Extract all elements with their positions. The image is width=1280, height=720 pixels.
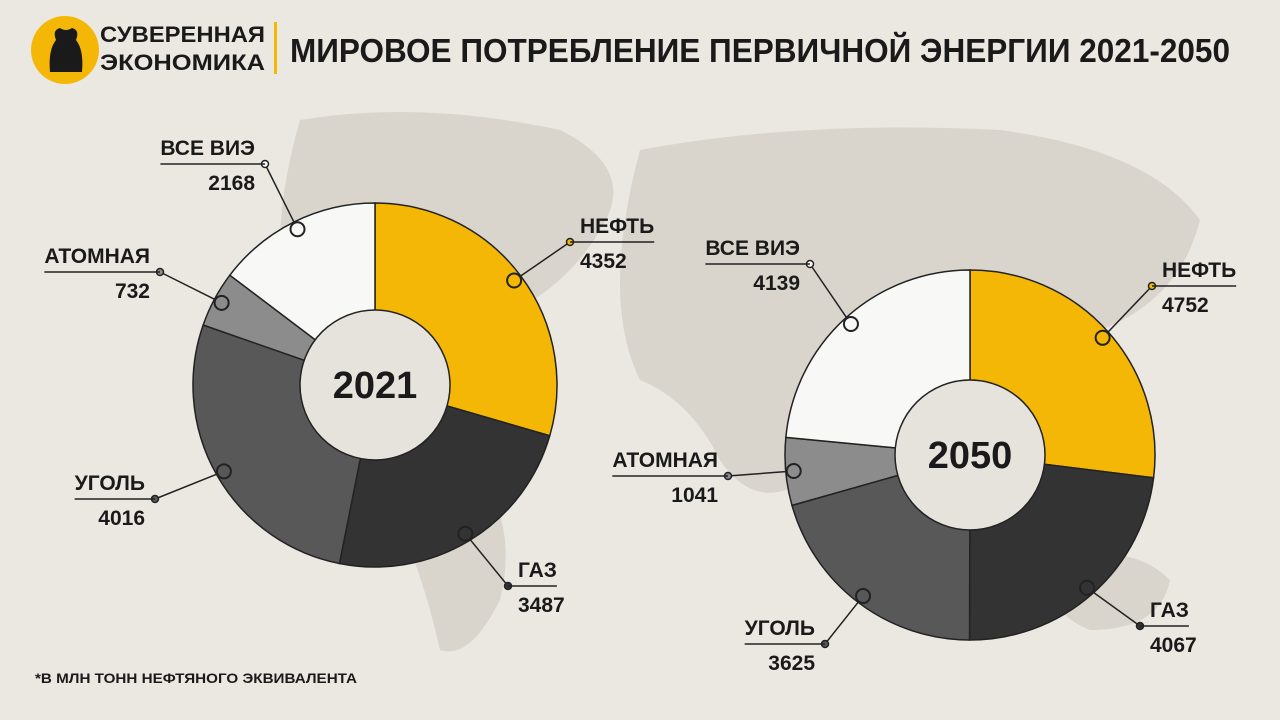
segment-value: 4067 (1150, 634, 1197, 657)
leader-dot (213, 294, 230, 311)
footnote: *В МЛН ТОНН НЕФТЯНОГО ЭКВИВАЛЕНТА (35, 670, 357, 686)
donut-hole (894, 379, 1046, 531)
leader-dot (215, 463, 232, 480)
segment-label: НЕФТЬ (580, 215, 654, 238)
segment-value: 4352 (580, 250, 627, 273)
segment-label: АТОМНАЯ (44, 245, 150, 268)
segment-label: ВСЕ ВИЭ (160, 137, 255, 160)
leader-dot (855, 588, 872, 605)
leader-line (1086, 587, 1141, 627)
leader-line (154, 470, 225, 500)
leader-line (513, 241, 571, 282)
divider (274, 22, 277, 74)
segment-label: ВСЕ ВИЭ (705, 237, 800, 260)
segment-value: 1041 (671, 484, 718, 507)
brand-line: ЭКОНОМИКА (100, 50, 265, 75)
segment-value: 3487 (518, 594, 565, 617)
leader-line (264, 163, 299, 230)
title: МИРОВОЕ ПОТРЕБЛЕНИЕ ПЕРВИЧНОЙ ЭНЕРГИИ 20… (290, 31, 1230, 69)
brand-line: СУВЕРЕННАЯ (100, 22, 265, 47)
leader-dot (506, 272, 523, 289)
segment-label: УГОЛЬ (75, 472, 145, 495)
segment-value: 3625 (768, 652, 815, 675)
leader-line (824, 595, 864, 645)
leader-line (809, 263, 852, 325)
segment-value: 4016 (98, 507, 145, 530)
leader-line (464, 533, 509, 587)
segment-label: ГАЗ (1150, 599, 1189, 622)
segment-label: НЕФТЬ (1162, 259, 1236, 282)
leader-line (159, 271, 222, 304)
segment-value: 4139 (753, 272, 800, 295)
segment-value: 4752 (1162, 294, 1209, 317)
leader-line (727, 470, 794, 477)
logo (31, 16, 99, 84)
leader-line (1102, 285, 1153, 339)
leader-dot (289, 221, 306, 238)
leader-dot (842, 316, 859, 333)
center-label: 2021 (333, 365, 418, 407)
donut-hole (299, 309, 451, 461)
segment-label: АТОМНАЯ (612, 449, 718, 472)
segment-label: УГОЛЬ (745, 617, 815, 640)
segment-value: 2168 (208, 172, 255, 195)
leader-dot (457, 525, 474, 542)
leader-dot (785, 462, 802, 479)
leader-dot (1079, 579, 1096, 596)
center-label: 2050 (928, 435, 1013, 477)
segment-value: 732 (115, 280, 150, 303)
segment-label: ГАЗ (518, 559, 557, 582)
leader-dot (1094, 329, 1111, 346)
